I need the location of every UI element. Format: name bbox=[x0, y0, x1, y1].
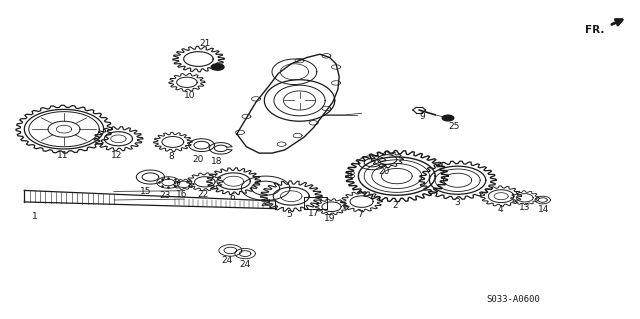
Text: 2: 2 bbox=[393, 201, 398, 210]
Text: 15: 15 bbox=[140, 187, 152, 196]
Text: 5: 5 bbox=[287, 210, 292, 219]
Text: 21: 21 bbox=[199, 39, 211, 48]
Text: 14: 14 bbox=[538, 205, 550, 214]
Text: 7: 7 bbox=[358, 210, 363, 219]
Text: 24: 24 bbox=[239, 260, 251, 269]
Text: 9: 9 bbox=[420, 112, 425, 121]
Text: 22: 22 bbox=[197, 190, 209, 199]
Text: 16: 16 bbox=[176, 190, 188, 199]
Text: 20: 20 bbox=[193, 155, 204, 164]
Text: 3: 3 bbox=[454, 198, 460, 207]
Polygon shape bbox=[211, 64, 224, 70]
Text: 1: 1 bbox=[33, 212, 38, 221]
Text: 12: 12 bbox=[111, 151, 123, 160]
Text: 24: 24 bbox=[221, 256, 233, 265]
Text: 18: 18 bbox=[345, 171, 356, 180]
Text: 18: 18 bbox=[211, 157, 222, 166]
Polygon shape bbox=[442, 115, 454, 121]
Text: S033-A0600: S033-A0600 bbox=[486, 295, 540, 304]
Text: 25: 25 bbox=[449, 122, 460, 130]
Text: 8: 8 bbox=[169, 152, 174, 161]
Text: 17: 17 bbox=[308, 209, 319, 218]
Text: 4: 4 bbox=[498, 205, 503, 214]
Text: 13: 13 bbox=[519, 204, 531, 212]
Text: 23: 23 bbox=[260, 199, 271, 208]
Text: 23: 23 bbox=[159, 191, 171, 200]
Text: 20: 20 bbox=[378, 167, 390, 176]
Text: 6: 6 bbox=[230, 193, 235, 202]
Text: 11: 11 bbox=[57, 151, 68, 160]
Text: 19: 19 bbox=[324, 214, 335, 223]
Text: 10: 10 bbox=[184, 91, 195, 100]
Text: FR.: FR. bbox=[586, 25, 605, 35]
